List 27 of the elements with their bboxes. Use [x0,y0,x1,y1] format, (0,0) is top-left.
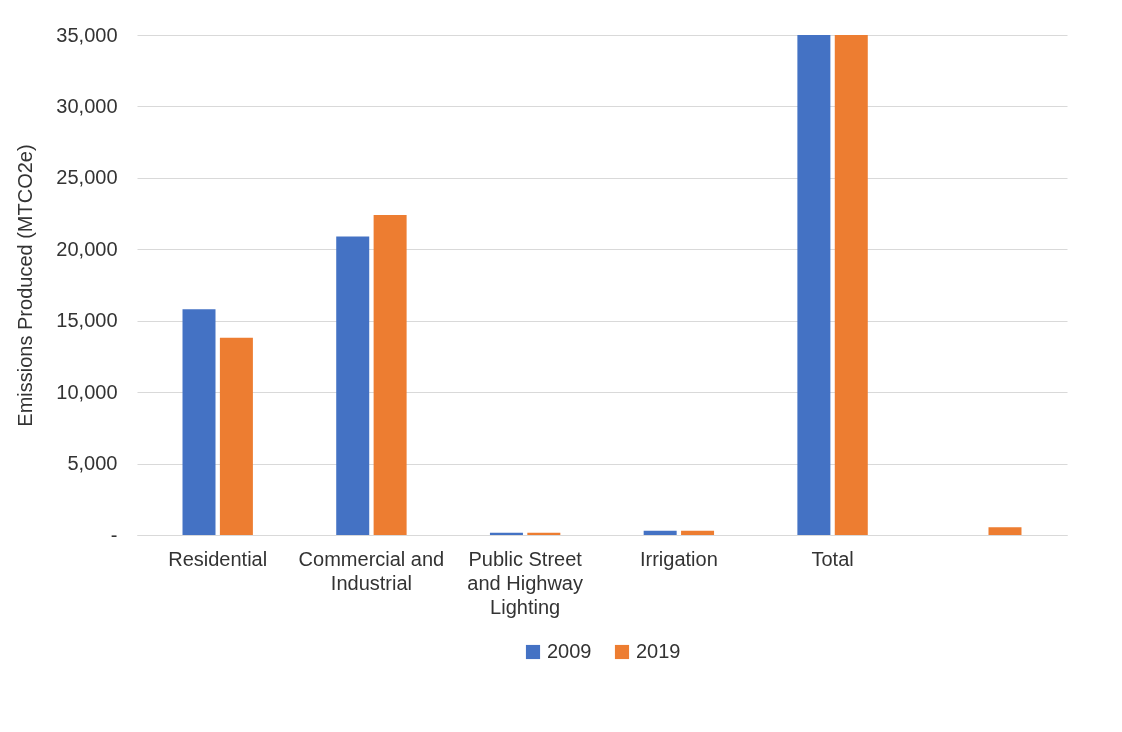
y-tick-label: 35,000 [56,23,118,46]
bar [182,309,216,535]
bar [336,236,370,535]
x-tick-label: Residential [168,547,268,570]
bar [681,530,715,535]
x-tick-label: Total [811,547,854,570]
y-tick-label: 25,000 [56,166,118,189]
y-tick-label: 15,000 [56,309,118,332]
legend-label: 2019 [636,640,681,662]
x-tick-label: Irrigation [639,547,718,570]
x-tick-label: Public Street and Highway Lighting [467,547,583,618]
y-tick-label: 30,000 [56,94,118,117]
legend-label: 2009 [547,640,592,662]
bar [219,337,253,535]
bar [643,530,677,535]
bar [373,215,407,535]
y-tick-label: - [110,523,118,546]
bar [489,532,523,535]
y-tick-label: 5,000 [67,452,118,475]
x-tick-label: Commercial and Industrial [298,547,445,594]
bar [527,532,561,535]
bar [834,35,868,535]
y-tick-label: 20,000 [56,237,118,260]
bar [988,527,1022,535]
bar [797,35,831,535]
y-axis-title: Emissions Produced (MTCO2e) [14,144,37,427]
y-tick-label: 10,000 [56,380,118,403]
